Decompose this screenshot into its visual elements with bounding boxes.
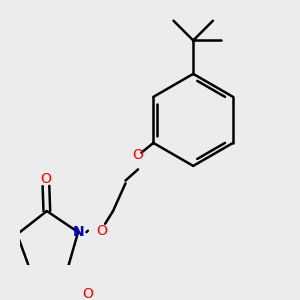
Text: N: N <box>72 225 84 239</box>
Text: O: O <box>82 286 93 300</box>
Text: O: O <box>96 224 107 238</box>
Text: O: O <box>133 148 143 162</box>
Text: O: O <box>40 172 51 186</box>
